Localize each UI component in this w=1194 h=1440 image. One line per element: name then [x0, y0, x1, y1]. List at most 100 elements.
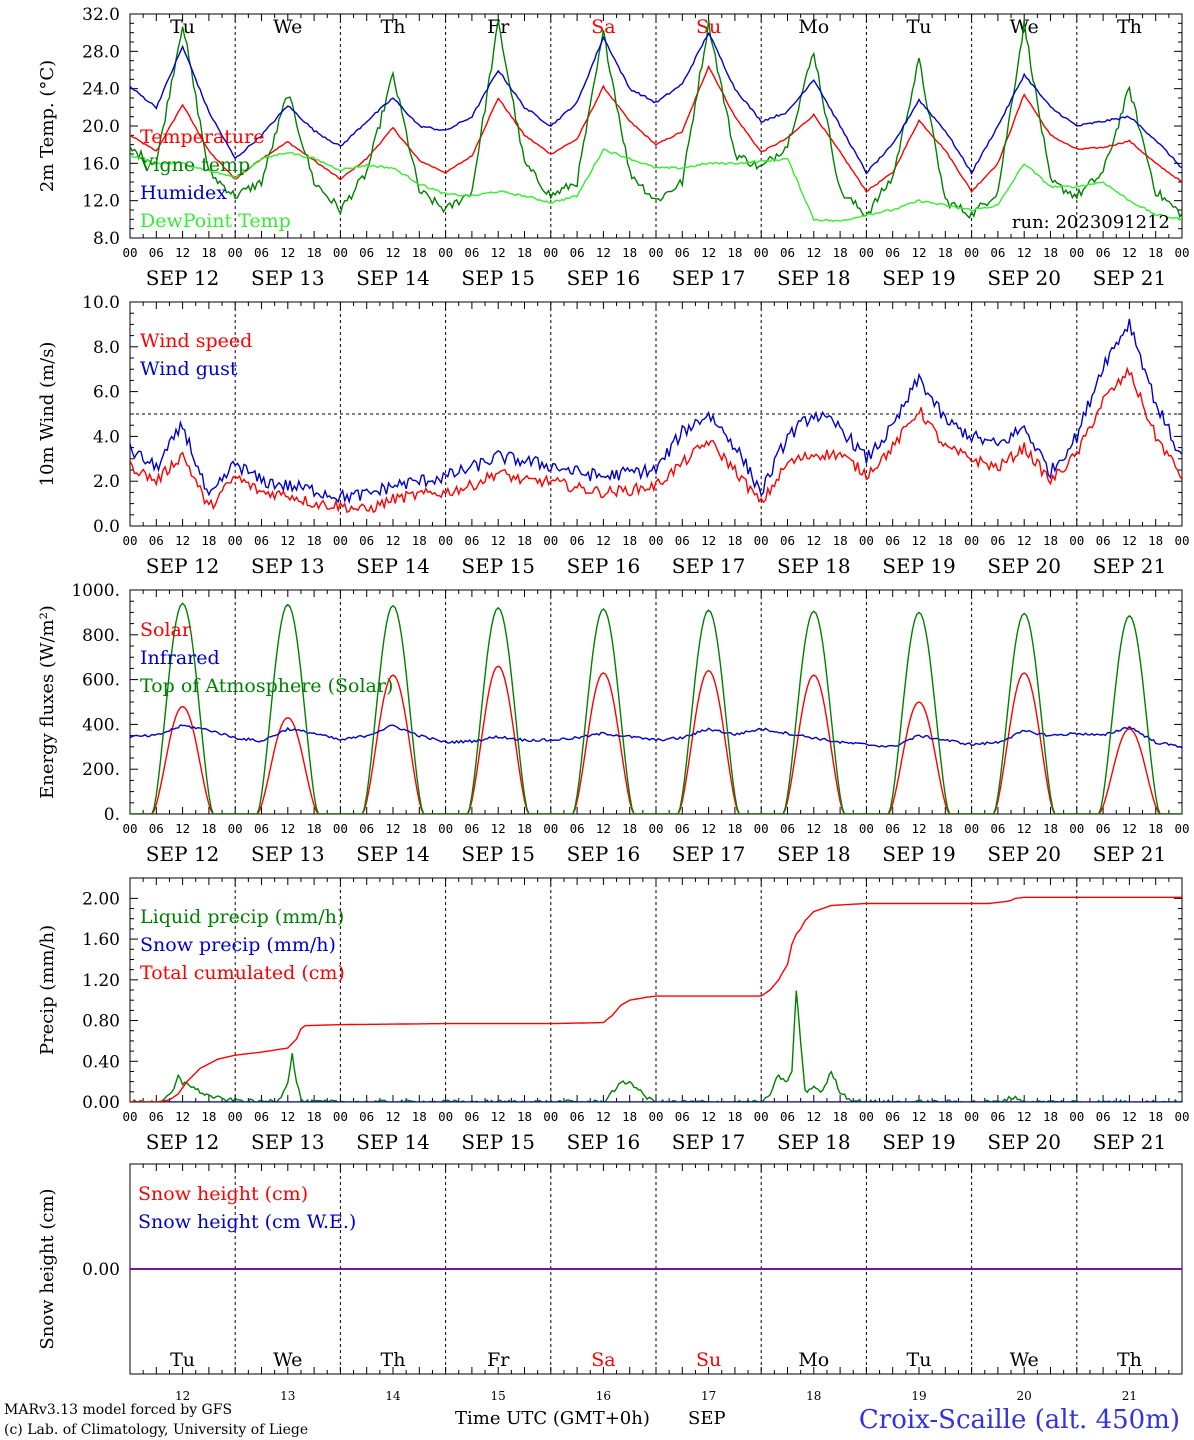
hour-label: 00: [438, 533, 453, 548]
hour-label: 18: [727, 533, 742, 548]
y-tick-label: 400.: [82, 715, 120, 735]
y-tick-label: 8.0: [93, 338, 120, 358]
date-label: SEP 12: [146, 1130, 220, 1154]
hour-label: 00: [1069, 533, 1084, 548]
y-tick-label: 800.: [82, 626, 120, 646]
date-label: SEP 13: [251, 554, 325, 578]
legend-entry: Vigne temp: [139, 154, 250, 176]
hour-label: 18: [307, 821, 322, 836]
date-label: SEP 16: [567, 1130, 641, 1154]
hour-label: 00: [964, 1109, 979, 1124]
y-axis-title: Energy fluxes (W/m²): [37, 605, 58, 799]
hour-label: 12: [175, 533, 190, 548]
date-label: SEP 15: [461, 842, 535, 866]
day-abbr: Sa: [591, 1349, 615, 1371]
hour-label: 06: [570, 245, 585, 260]
day-abbr: We: [1010, 1349, 1039, 1371]
hour-label: 18: [517, 821, 532, 836]
date-label: SEP 14: [356, 554, 430, 578]
date-label: SEP 20: [987, 1130, 1061, 1154]
hour-label: 18: [833, 821, 848, 836]
date-label: SEP 19: [882, 266, 956, 290]
hour-label: 18: [307, 1109, 322, 1124]
y-tick-label: 0.0: [93, 517, 120, 537]
hour-label: 12: [175, 1109, 190, 1124]
hour-label: 12: [1017, 533, 1032, 548]
series-line-solar: [130, 665, 1182, 814]
y-tick-label: 1.20: [82, 971, 120, 991]
day-abbr: Tu: [170, 1349, 195, 1371]
hour-label: 18: [727, 821, 742, 836]
month-label: SEP: [688, 1408, 726, 1429]
day-number: 12: [175, 1389, 190, 1403]
hour-label: 00: [964, 821, 979, 836]
hour-label: 18: [622, 821, 637, 836]
day-abbr: Th: [1117, 16, 1142, 38]
hour-label: 06: [359, 1109, 374, 1124]
hour-label: 18: [307, 533, 322, 548]
hour-label: 12: [385, 533, 400, 548]
hour-label: 12: [911, 245, 926, 260]
hour-label: 00: [859, 821, 874, 836]
hour-label: 06: [885, 245, 900, 260]
hour-label: 12: [1017, 1109, 1032, 1124]
legend-entry: Total cumulated (cm): [140, 962, 345, 984]
hour-label: 18: [727, 1109, 742, 1124]
legend-entry: Snow height (cm): [138, 1183, 308, 1205]
hour-label: 12: [806, 533, 821, 548]
hour-label: 00: [438, 821, 453, 836]
day-abbr: We: [1010, 16, 1039, 38]
hour-label: 12: [806, 245, 821, 260]
hour-label: 12: [911, 821, 926, 836]
hour-label: 06: [254, 1109, 269, 1124]
hour-label: 00: [1069, 245, 1084, 260]
date-label: SEP 21: [1093, 842, 1167, 866]
series-line-liquid-precip-mm-h-: [131, 990, 1182, 1102]
y-tick-label: 1000.: [71, 581, 120, 601]
hour-label: 18: [517, 533, 532, 548]
hour-label: 06: [990, 533, 1005, 548]
hour-label: 00: [543, 245, 558, 260]
date-label: SEP 12: [146, 266, 220, 290]
hour-label: 18: [412, 533, 427, 548]
hour-label: 18: [833, 245, 848, 260]
day-number: 14: [385, 1389, 401, 1403]
date-label: SEP 17: [672, 266, 746, 290]
y-tick-label: 1.60: [82, 930, 120, 950]
day-abbr: Th: [1117, 1349, 1142, 1371]
day-abbr: Su: [696, 1349, 721, 1371]
date-label: SEP 14: [356, 266, 430, 290]
hour-label: 12: [1122, 245, 1137, 260]
date-label: SEP 19: [882, 554, 956, 578]
hour-label: 00: [859, 1109, 874, 1124]
hour-label: 18: [307, 245, 322, 260]
hour-label: 06: [990, 1109, 1005, 1124]
hour-label: 00: [333, 245, 348, 260]
date-label: SEP 14: [356, 842, 430, 866]
y-tick-label: 6.0: [93, 383, 120, 403]
series-line-wind-gust: [130, 318, 1182, 505]
hour-label: 12: [1017, 245, 1032, 260]
date-label: SEP 21: [1093, 266, 1167, 290]
hour-label: 18: [833, 1109, 848, 1124]
hour-label: 18: [622, 533, 637, 548]
hour-label: 18: [938, 245, 953, 260]
series-line-infrared: [130, 724, 1182, 749]
hour-label: 00: [122, 821, 137, 836]
day-number: 15: [491, 1389, 506, 1403]
date-label: SEP 20: [987, 554, 1061, 578]
hour-label: 18: [201, 1109, 216, 1124]
series-line-total-cumulated-cm-: [130, 896, 1182, 1102]
date-label: SEP 18: [777, 266, 851, 290]
hour-label: 00: [754, 821, 769, 836]
hour-label: 06: [149, 1109, 164, 1124]
hour-label: 06: [780, 821, 795, 836]
hour-label: 18: [1043, 533, 1058, 548]
y-tick-label: 20.0: [82, 117, 120, 137]
run-label: run: 2023091212: [1012, 212, 1170, 233]
hour-label: 00: [122, 533, 137, 548]
hour-label: 12: [806, 1109, 821, 1124]
hour-label: 12: [280, 821, 295, 836]
day-number: 13: [280, 1389, 295, 1403]
hour-label: 06: [990, 245, 1005, 260]
